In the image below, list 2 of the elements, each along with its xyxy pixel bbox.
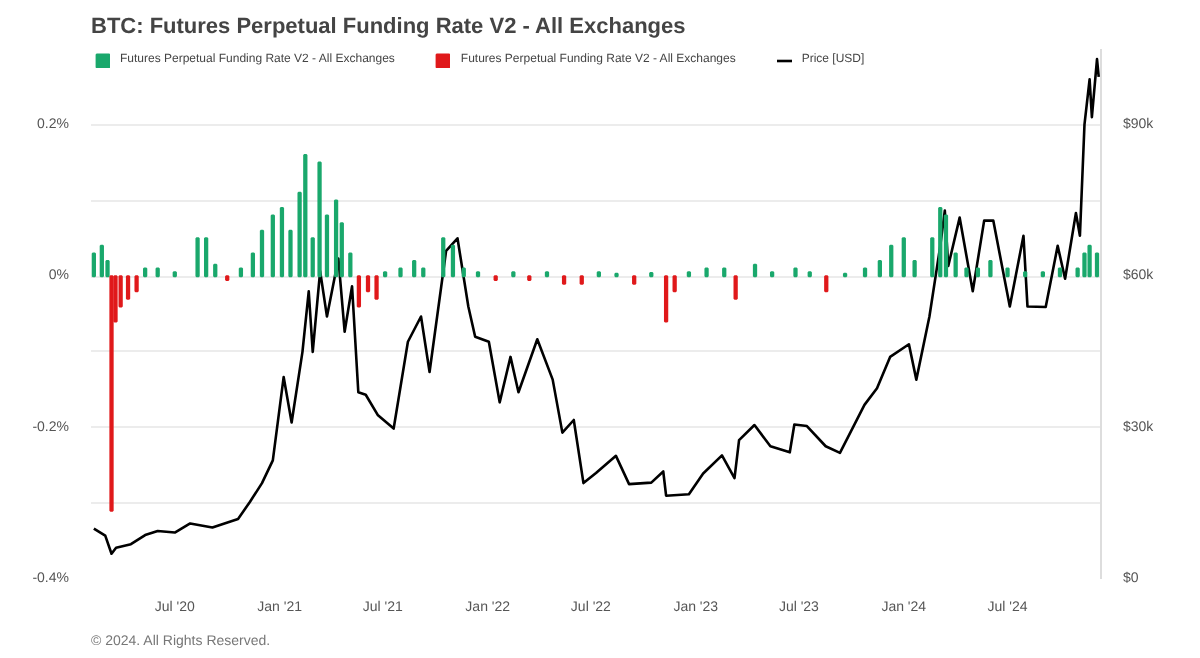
chart-title: BTC: Futures Perpetual Funding Rate V2 - All Exchanges — [91, 15, 686, 39]
line-series — [92, 57, 1101, 556]
